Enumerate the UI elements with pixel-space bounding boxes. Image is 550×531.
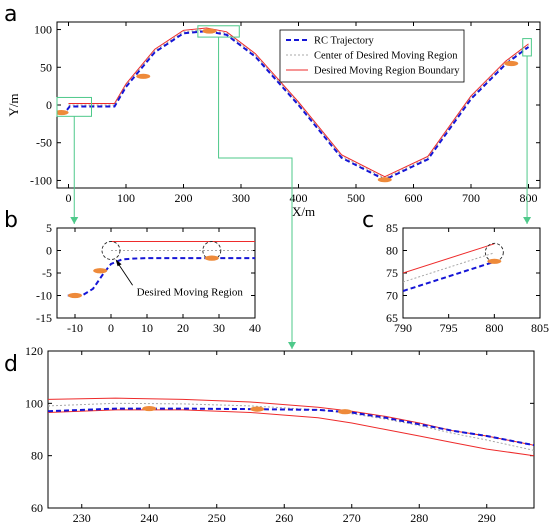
- series-line-dashed: [59, 30, 530, 181]
- x-tick-label-d: 270: [343, 511, 361, 525]
- y-axis-label-a: Y/m: [6, 93, 21, 116]
- x-tick-label-a: 200: [175, 191, 193, 205]
- annotation-label: Desired Moving Region: [137, 286, 244, 298]
- y-tick-label-d: 120: [25, 344, 43, 358]
- y-tick-label-b: -10: [36, 289, 52, 303]
- x-tick-label-a: 500: [347, 191, 365, 205]
- panel-letter-b: b: [4, 208, 18, 233]
- x-tick-label-a: 700: [462, 191, 480, 205]
- series-line-dashed: [67, 257, 255, 297]
- axes-frame-d: [47, 350, 535, 509]
- y-tick-label-a: 50: [40, 60, 52, 74]
- x-tick-label-b: -10: [67, 321, 83, 335]
- y-tick-label-a: -100: [30, 173, 52, 187]
- y-tick-label-d: 100: [25, 396, 43, 410]
- vehicle-marker: [204, 255, 219, 261]
- connector-d: [218, 37, 293, 349]
- y-tick-label-b: -15: [36, 311, 52, 325]
- connector-c-arrow: [523, 217, 532, 224]
- vehicle-marker: [338, 409, 352, 415]
- x-tick-label-a: 100: [117, 191, 135, 205]
- x-tick-label-a: 800: [520, 191, 538, 205]
- x-axis-label-a: X/m: [292, 204, 315, 219]
- series-line-dashed: [48, 407, 534, 447]
- y-tick-label-a: 0: [46, 98, 52, 112]
- y-tick-label-d: 60: [31, 501, 43, 515]
- vehicle-marker: [93, 268, 108, 274]
- x-tick-label-d: 250: [208, 511, 226, 525]
- x-tick-label-b: 40: [249, 321, 261, 335]
- legend-entry: RC Trajectory: [314, 36, 375, 47]
- legend-box: [279, 29, 465, 83]
- vehicle-marker: [487, 258, 502, 264]
- vehicle-marker: [142, 405, 157, 412]
- plot-area-c: [403, 242, 504, 292]
- vehicle-marker: [68, 292, 82, 299]
- legend-entry: Desired Moving Region Boundary: [314, 66, 460, 77]
- x-tick-label-b: 20: [177, 321, 189, 335]
- plot-area-d: [48, 397, 534, 457]
- series-line-dotted: [48, 402, 534, 451]
- vehicle-marker: [250, 406, 265, 412]
- x-tick-label-d: 240: [140, 511, 158, 525]
- y-tick-label-c: 75: [386, 266, 398, 280]
- plot-area-a: [57, 27, 530, 183]
- series-line-solid: [48, 409, 534, 457]
- y-tick-label-c: 65: [386, 311, 398, 325]
- x-tick-label-d: 260: [275, 511, 293, 525]
- x-tick-label-b: 30: [213, 321, 225, 335]
- x-tick-label-a: 0: [66, 191, 72, 205]
- zoom-box-b: [56, 96, 92, 117]
- vehicle-marker: [504, 60, 519, 67]
- series-line-solid: [68, 27, 529, 178]
- region-circle: [484, 242, 504, 262]
- annotation-arrowhead: [115, 259, 122, 267]
- x-tick-label-d: 290: [478, 511, 496, 525]
- x-tick-label-b: 0: [108, 321, 114, 335]
- vehicle-marker: [377, 177, 392, 183]
- plot-area-b: [67, 241, 255, 299]
- x-tick-label-a: 600: [405, 191, 423, 205]
- axes-frame-c: [402, 227, 541, 319]
- legend-entry: Center of Desired Moving Region: [314, 51, 458, 62]
- x-tick-label-d: 280: [410, 511, 428, 525]
- connector-d-arrow: [288, 342, 296, 349]
- y-tick-label-c: 80: [386, 244, 398, 258]
- y-tick-label-a: -50: [36, 136, 52, 150]
- x-tick-label-a: 300: [232, 191, 250, 205]
- x-tick-label-b: 10: [141, 321, 153, 335]
- connector-b-arrow: [70, 217, 79, 224]
- x-tick-label-a: 400: [290, 191, 308, 205]
- y-tick-label-b: 5: [46, 221, 52, 235]
- region-circle: [101, 241, 121, 260]
- y-tick-label-a: 100: [34, 23, 52, 37]
- panel-letter-a: a: [4, 2, 18, 27]
- vehicle-marker: [57, 109, 69, 116]
- x-tick-label-c: 795: [440, 321, 458, 335]
- y-tick-label-d: 80: [31, 449, 43, 463]
- panel-letter-d: d: [4, 352, 18, 377]
- panel-letter-c: c: [362, 208, 375, 233]
- vehicle-marker: [136, 73, 151, 79]
- y-tick-label-b: 0: [46, 244, 52, 258]
- region-circle: [202, 241, 222, 260]
- x-tick-label-c: 805: [531, 321, 549, 335]
- y-tick-label-c: 70: [386, 289, 398, 303]
- axes-frame-b: [56, 227, 256, 319]
- x-tick-label-c: 790: [394, 321, 412, 335]
- x-tick-label-d: 230: [73, 511, 91, 525]
- y-tick-label-c: 85: [386, 221, 398, 235]
- y-tick-label-b: -5: [42, 266, 52, 280]
- series-line-solid: [403, 243, 495, 274]
- x-tick-label-c: 800: [485, 321, 503, 335]
- vehicle-marker: [202, 28, 217, 34]
